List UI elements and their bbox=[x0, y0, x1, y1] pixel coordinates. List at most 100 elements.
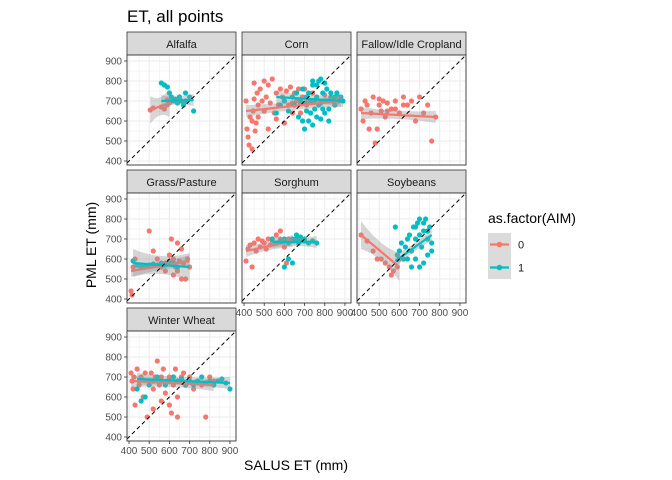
data-point bbox=[400, 94, 407, 100]
reference-line bbox=[242, 193, 351, 302]
facet-label: Corn bbox=[285, 39, 309, 51]
data-point bbox=[293, 90, 300, 96]
data-point bbox=[429, 240, 435, 246]
data-point bbox=[314, 82, 320, 88]
data-point bbox=[251, 240, 257, 246]
data-point bbox=[334, 90, 340, 96]
data-point bbox=[406, 232, 413, 238]
data-point bbox=[416, 94, 423, 100]
data-point bbox=[374, 256, 380, 262]
panel-fallow-idle-cropland: Fallow/Idle Cropland bbox=[356, 31, 467, 166]
data-point bbox=[421, 260, 427, 266]
data-point bbox=[281, 98, 287, 104]
legend-entry-0: 0 bbox=[488, 233, 524, 256]
x-tick-label: 800 bbox=[431, 308, 448, 319]
y-tick-label: 800 bbox=[105, 215, 122, 226]
data-point bbox=[364, 102, 370, 108]
fit-line bbox=[276, 95, 343, 103]
data-point bbox=[423, 216, 429, 222]
data-point bbox=[160, 366, 166, 372]
data-point bbox=[180, 370, 187, 376]
data-point bbox=[253, 120, 259, 126]
x-tick-label: 600 bbox=[391, 308, 408, 319]
x-tick-label: 900 bbox=[222, 446, 239, 457]
data-point bbox=[178, 246, 185, 252]
data-point bbox=[293, 232, 300, 238]
data-point bbox=[254, 90, 260, 96]
data-point bbox=[166, 402, 172, 408]
data-point bbox=[326, 118, 332, 124]
data-point bbox=[130, 264, 136, 270]
data-point bbox=[154, 374, 160, 380]
data-point bbox=[252, 128, 258, 134]
fit-line bbox=[360, 234, 401, 268]
panel-border bbox=[241, 54, 352, 166]
y-tick-label: 400 bbox=[105, 433, 122, 444]
data-point bbox=[303, 108, 310, 114]
data-point bbox=[328, 90, 334, 96]
data-point bbox=[425, 102, 431, 108]
fit-line bbox=[360, 111, 436, 119]
y-tick-label: 700 bbox=[105, 235, 122, 246]
data-point bbox=[416, 264, 423, 270]
data-point bbox=[322, 110, 328, 116]
data-point bbox=[174, 240, 181, 246]
legend-key-point bbox=[496, 264, 503, 271]
data-point bbox=[384, 100, 390, 106]
data-point bbox=[244, 126, 250, 132]
data-point bbox=[414, 220, 421, 226]
data-point bbox=[360, 118, 366, 124]
data-point bbox=[150, 386, 156, 392]
data-point bbox=[251, 80, 257, 86]
data-point bbox=[425, 252, 431, 258]
data-point bbox=[199, 374, 205, 380]
data-point bbox=[161, 106, 167, 112]
data-point bbox=[429, 248, 435, 254]
data-point bbox=[174, 394, 181, 400]
panel-marks bbox=[127, 55, 236, 164]
data-point bbox=[412, 256, 419, 262]
data-point bbox=[166, 252, 172, 258]
data-point bbox=[134, 366, 140, 372]
y-tick-label: 400 bbox=[105, 295, 122, 306]
data-point bbox=[146, 382, 152, 388]
data-point bbox=[384, 108, 390, 114]
data-point bbox=[255, 102, 261, 108]
series-1 bbox=[158, 80, 197, 114]
data-point bbox=[174, 268, 181, 274]
data-point bbox=[269, 236, 275, 242]
data-point bbox=[332, 94, 338, 100]
legend: as.factor(AIM) 0 1 bbox=[488, 210, 576, 279]
data-point bbox=[277, 228, 283, 234]
data-point bbox=[429, 138, 435, 144]
data-point bbox=[156, 382, 162, 388]
data-point bbox=[150, 248, 156, 254]
data-point bbox=[320, 90, 326, 96]
data-point bbox=[283, 88, 290, 94]
data-point bbox=[358, 106, 364, 112]
x-axis-label: SALUS ET (mm) bbox=[244, 457, 348, 473]
data-point bbox=[370, 94, 376, 100]
data-point bbox=[130, 386, 136, 392]
data-point bbox=[412, 236, 419, 242]
data-point bbox=[243, 98, 249, 104]
x-tick-label: 700 bbox=[411, 308, 428, 319]
data-point bbox=[404, 256, 411, 262]
data-point bbox=[164, 84, 170, 90]
data-point bbox=[412, 224, 419, 230]
data-point bbox=[162, 390, 168, 396]
data-point bbox=[396, 248, 402, 254]
data-point bbox=[378, 256, 384, 262]
data-point bbox=[150, 406, 156, 412]
data-point bbox=[289, 260, 296, 266]
data-point bbox=[243, 258, 249, 264]
data-point bbox=[273, 232, 279, 238]
data-point bbox=[148, 370, 154, 376]
x-tick-label: 900 bbox=[337, 308, 354, 319]
data-point bbox=[176, 94, 183, 100]
data-point bbox=[301, 126, 308, 132]
data-point bbox=[191, 108, 197, 114]
data-point bbox=[285, 108, 292, 114]
data-point bbox=[273, 110, 279, 116]
data-point bbox=[370, 248, 376, 254]
